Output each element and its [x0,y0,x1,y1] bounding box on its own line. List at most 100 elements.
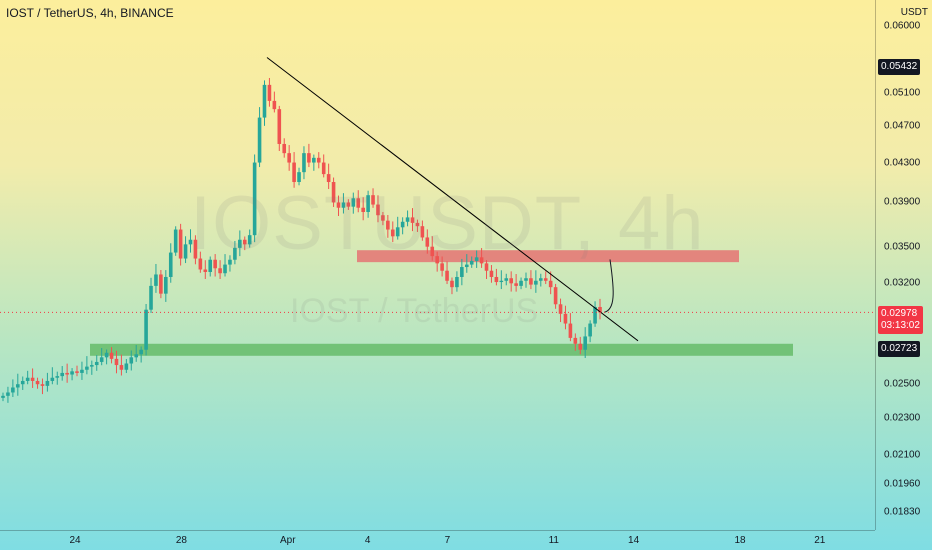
candle-body [94,361,99,366]
candle-body [430,246,435,257]
candle-body [213,259,217,269]
candle-body [104,352,109,358]
candle-body [356,198,361,208]
candle-body [509,278,513,284]
candle-body [25,377,30,381]
price-label: 0.02978 03:13:02 [878,305,923,334]
y-tick-label: 0.05100 [884,87,921,99]
y-tick-label: 0.03500 [884,241,921,253]
candle-body [519,280,523,286]
y-tick-label: 0.04700 [884,120,921,132]
candle-body [499,280,504,283]
candle-body [302,153,306,173]
price-label: 0.02723 [878,341,921,358]
candle-body [376,204,380,216]
candle-body [469,260,474,265]
candle-body [445,270,449,281]
candle-body [425,237,430,247]
candle-body [346,202,351,207]
candle-body [390,229,395,237]
candle-body [287,153,291,163]
y-tick-label: 0.02500 [884,378,921,390]
candle-body [252,162,257,236]
y-tick-label: 0.02100 [884,449,921,461]
candle-body [50,377,55,381]
candle-body [450,280,454,288]
candle-body [233,247,237,260]
candle-body [336,202,341,208]
candle-body [60,372,65,377]
candle-countdown: 03:13:02 [881,319,920,331]
candle-body [257,117,262,163]
candle-body [494,276,499,283]
support-zone [90,343,793,356]
candle-body [543,278,548,281]
candle-body [238,239,242,248]
candle-body [262,84,267,118]
candle-body [312,157,316,163]
candle-body [598,306,602,313]
x-tick-label: 11 [548,535,559,546]
candle-body [538,278,543,281]
candle-body [316,157,321,163]
candle-body [326,174,331,183]
candle-body [435,256,439,264]
x-tick-label: Apr [280,535,296,546]
candle-body [400,221,405,228]
candle-body [75,371,79,373]
candle-body [164,276,168,294]
price-axis[interactable]: USDT 0.06000 0.05100 0.04700 0.04300 0.03900… [875,0,932,530]
candle-body [292,162,296,183]
candle-body [228,259,232,265]
candle-body [548,280,553,288]
trendline [266,57,639,342]
price-unit: USDT [900,7,928,18]
candle-body [307,153,311,163]
candle-body [440,263,444,271]
resistance-zone [357,250,739,263]
candle-body [144,309,148,350]
candle-body [70,371,74,375]
candle-body [410,217,415,223]
candle-body [331,182,336,203]
candle-body [129,357,134,364]
price-plot[interactable] [0,0,875,530]
candle-body [573,337,578,344]
candle-body [371,195,375,205]
candle-body [198,258,203,270]
candle-body [341,202,346,208]
candle-body [159,274,163,294]
candle-body [90,365,94,367]
x-tick-label: 24 [69,535,81,546]
chart-title: IOST / TetherUS, 4h, BINANCE [6,6,174,20]
candle-body [20,380,25,385]
candle-body [405,217,410,222]
candle-body [139,349,143,355]
projection-curve [603,259,614,313]
candle-body [168,252,173,277]
candle-body [524,278,528,281]
x-tick-label: 14 [628,535,640,546]
candle-body [65,372,69,375]
candle-body [114,358,119,366]
time-axis[interactable]: 24 28 Apr 4 7 11 14 18 21 [0,530,875,550]
candle-body [588,323,592,337]
candle-body [1,395,5,398]
candle-body [415,222,420,227]
candle-body [321,162,326,175]
price-label: 0.05432 [878,59,921,76]
candle-body [529,278,533,285]
candle-body [109,352,114,359]
y-tick-label: 0.06000 [884,20,921,32]
candle-body [154,274,158,286]
x-tick-label: 28 [175,535,187,546]
candle-body [35,380,40,385]
candle-body [149,285,153,310]
candle-body [272,100,277,110]
candle-body [563,313,568,324]
candle-body [30,377,35,381]
candle-body [45,380,50,386]
candle-body [124,363,129,370]
y-tick-label: 0.03900 [884,196,921,208]
